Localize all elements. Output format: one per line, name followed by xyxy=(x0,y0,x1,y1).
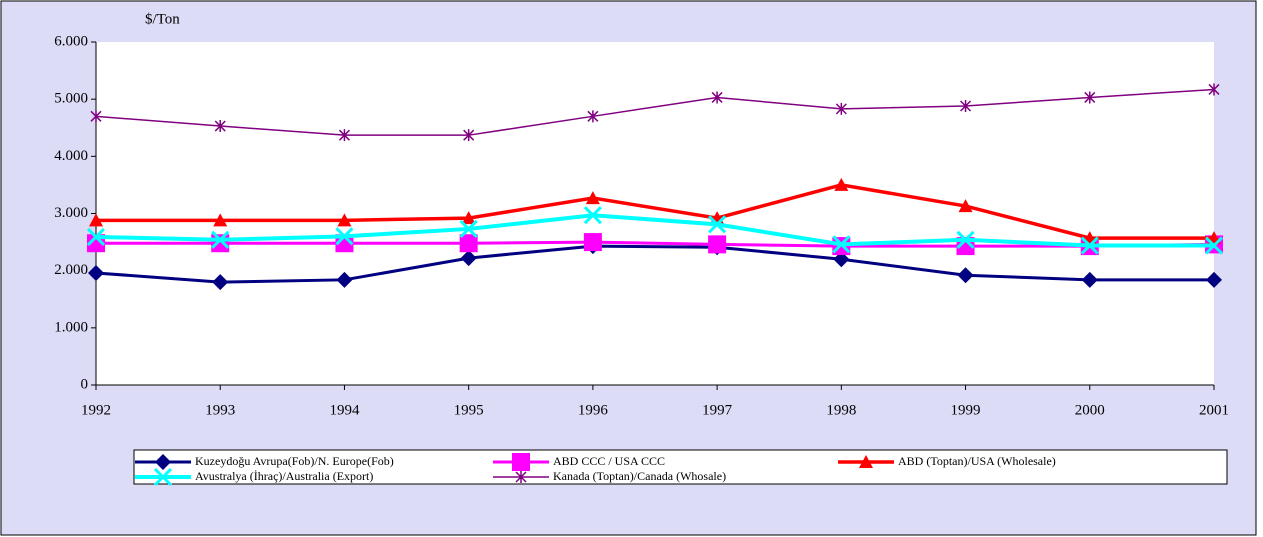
x-tick-label: 1998 xyxy=(826,402,856,418)
x-tick-label: 2001 xyxy=(1199,402,1229,418)
y-tick-label: 0 xyxy=(81,376,89,392)
data-point xyxy=(335,227,354,246)
x-tick-label: 1992 xyxy=(81,402,111,418)
data-point xyxy=(463,129,475,142)
data-point xyxy=(89,213,103,227)
data-point xyxy=(461,211,476,225)
x-tick-label: 1994 xyxy=(329,402,360,418)
data-point xyxy=(1081,271,1098,288)
data-point xyxy=(211,234,230,253)
data-point xyxy=(86,227,106,246)
data-point xyxy=(211,230,230,249)
data-point xyxy=(336,271,353,288)
data-point xyxy=(90,110,102,123)
legend-swatch-marker xyxy=(512,453,530,471)
data-point xyxy=(960,100,972,113)
legend-label: Avustralya (İhraç)/Australia (Export) xyxy=(195,469,373,483)
data-point xyxy=(711,91,723,104)
data-point xyxy=(88,264,104,281)
data-point xyxy=(583,233,602,252)
legend-label: Kuzeydoğu Avrupa(Fob)/N. Europe(Fob) xyxy=(195,454,394,468)
data-point xyxy=(212,274,229,291)
legend-box xyxy=(133,449,1228,485)
data-point xyxy=(585,191,600,205)
y-tick-label: 1.000 xyxy=(54,319,88,335)
y-tick-label: 3.000 xyxy=(54,205,88,221)
x-tick-label: 1999 xyxy=(951,402,981,418)
x-tick-label: 1996 xyxy=(578,402,609,418)
legend: Kuzeydoğu Avrupa(Fob)/N. Europe(Fob) ABD … xyxy=(135,453,1056,487)
series-line xyxy=(95,244,1214,284)
data-point xyxy=(1208,83,1220,96)
data-point xyxy=(459,219,478,238)
legend-swatch-marker xyxy=(155,454,171,470)
x-tick-label: 1997 xyxy=(702,402,733,418)
data-point xyxy=(1084,91,1096,104)
plot-area xyxy=(96,42,1214,385)
data-point xyxy=(213,213,228,227)
data-point xyxy=(708,235,727,254)
data-point xyxy=(1206,271,1222,288)
legend-label: Kanada (Toptan)/Canada (Whosale) xyxy=(553,469,726,483)
y-tick-label: 2.000 xyxy=(54,262,88,278)
x-tick-label: 1993 xyxy=(205,402,235,418)
data-point xyxy=(1080,236,1099,255)
data-point xyxy=(214,120,226,133)
legend-label: ABD (Toptan)/USA (Wholesale) xyxy=(898,454,1056,468)
legend-swatch-marker xyxy=(859,455,873,468)
data-point xyxy=(587,110,599,123)
data-point xyxy=(460,250,477,267)
data-point xyxy=(956,230,975,249)
series-line xyxy=(96,240,1215,248)
data-point xyxy=(957,267,974,284)
data-point xyxy=(833,251,850,268)
y-axis-label: $/Ton xyxy=(145,11,180,27)
series-line xyxy=(95,88,1215,136)
legend-swatch-marker xyxy=(515,471,527,483)
data-point xyxy=(834,177,849,191)
legend-label: ABD CCC / USA CCC xyxy=(553,454,665,468)
x-tick-label: 1995 xyxy=(454,402,484,418)
y-tick-label: 4.000 xyxy=(54,148,88,164)
data-point xyxy=(832,235,851,254)
data-point xyxy=(958,199,973,213)
series-line xyxy=(95,213,1214,248)
data-point xyxy=(338,129,350,142)
data-point xyxy=(335,234,354,253)
data-point xyxy=(459,234,478,253)
data-point xyxy=(708,215,727,234)
legend-swatch-marker xyxy=(153,467,173,487)
data-point xyxy=(583,206,602,225)
data-point xyxy=(835,102,847,115)
data-point xyxy=(1204,236,1224,255)
x-tick-label: 2000 xyxy=(1075,402,1105,418)
series-line xyxy=(96,183,1214,240)
data-point xyxy=(337,213,352,227)
y-tick-label: 6.000 xyxy=(54,33,88,49)
y-tick-label: 5.000 xyxy=(54,91,88,107)
